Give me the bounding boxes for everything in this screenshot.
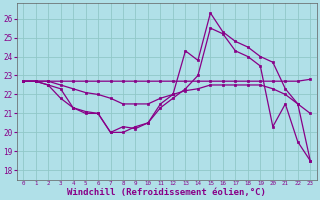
X-axis label: Windchill (Refroidissement éolien,°C): Windchill (Refroidissement éolien,°C)	[67, 188, 266, 197]
